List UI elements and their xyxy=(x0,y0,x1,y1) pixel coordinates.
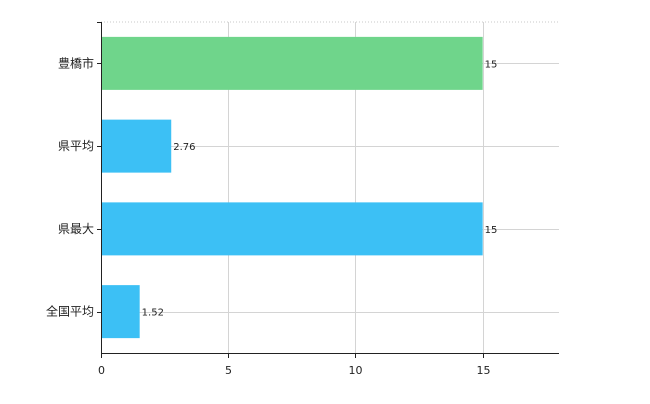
bar-value-label: 2.76 xyxy=(173,142,195,153)
category-label: 県平均 xyxy=(58,139,94,153)
bar-県最大 xyxy=(102,202,483,256)
bar-layer xyxy=(102,36,483,339)
x-tick-label: 0 xyxy=(98,364,105,377)
bar-value-label: 15 xyxy=(485,225,498,236)
category-label: 全国平均 xyxy=(46,304,94,319)
category-label: 豊橋市 xyxy=(58,55,94,70)
bar-value-label: 15 xyxy=(485,59,498,70)
bar-全国平均 xyxy=(102,285,140,339)
bar-value-label: 1.52 xyxy=(142,308,164,319)
x-tick-label: 5 xyxy=(225,364,232,377)
x-tick-label: 15 xyxy=(477,364,491,377)
category-label: 県最大 xyxy=(58,222,94,236)
bar-県平均 xyxy=(102,119,172,173)
bar-豊橋市 xyxy=(102,36,483,90)
x-tick-label: 10 xyxy=(349,364,363,377)
axis-layer xyxy=(97,22,559,358)
